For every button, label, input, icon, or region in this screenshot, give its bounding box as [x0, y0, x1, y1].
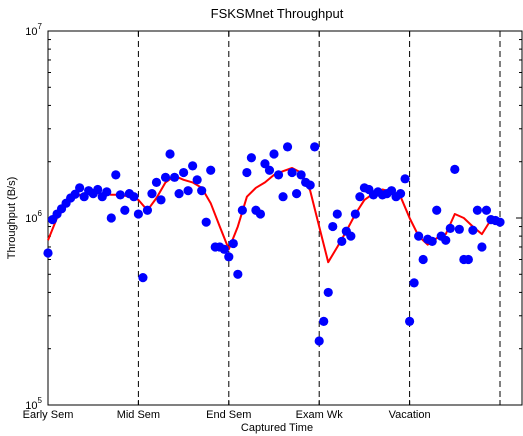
data-point — [395, 189, 406, 199]
data-point — [305, 180, 315, 190]
data-point — [237, 205, 247, 215]
data-point — [400, 174, 410, 184]
x-axis-label: Captured Time — [241, 422, 313, 434]
data-point — [70, 189, 80, 199]
data-point — [260, 159, 270, 169]
plot-frame — [47, 30, 523, 406]
data-point — [197, 186, 207, 196]
data-point — [183, 186, 193, 196]
data-point — [219, 244, 229, 254]
data-point — [147, 189, 157, 199]
data-point — [477, 242, 487, 252]
data-point — [332, 209, 342, 219]
data-point — [418, 254, 428, 265]
data-point — [160, 172, 171, 182]
data-point — [414, 231, 424, 241]
x-tick-label-4: Vacation — [389, 409, 431, 421]
moving-average-line-group — [47, 167, 501, 264]
data-point — [472, 205, 482, 215]
data-point — [441, 235, 451, 245]
moving-average-line — [47, 167, 501, 264]
data-point — [246, 153, 256, 163]
data-point — [468, 225, 478, 235]
data-point — [93, 184, 103, 195]
data-point — [43, 248, 53, 258]
data-point — [346, 231, 356, 241]
y-tick-label-1: 106 — [25, 209, 42, 225]
y-tick-label-0: 105 — [25, 396, 42, 412]
y-axis-label: Throughput (B/s) — [6, 177, 18, 260]
data-point — [323, 287, 333, 298]
data-point — [282, 142, 293, 152]
data-point — [350, 209, 360, 219]
data-point — [228, 238, 238, 249]
data-point — [278, 192, 288, 202]
data-point — [165, 149, 175, 159]
data-point — [427, 236, 437, 246]
data-point — [133, 209, 143, 219]
y-axis-ticks: 105 106 107 — [25, 22, 522, 412]
data-point — [151, 177, 162, 188]
data-point — [495, 217, 505, 227]
data-point — [75, 183, 85, 193]
data-point — [287, 167, 297, 178]
data-point — [337, 236, 347, 246]
data-point — [111, 170, 121, 180]
throughput-points-group — [43, 142, 505, 346]
data-point — [201, 217, 211, 227]
data-point — [269, 149, 279, 159]
data-point — [242, 167, 252, 178]
x-tick-label-0: Early Sem — [23, 409, 74, 421]
data-point — [255, 209, 266, 219]
data-point — [192, 175, 202, 185]
data-point — [138, 273, 148, 283]
data-point — [296, 170, 306, 180]
data-point — [319, 316, 329, 326]
data-point — [264, 165, 275, 175]
chart-title: FSKSMnet Throughput — [211, 6, 344, 21]
data-point — [106, 213, 116, 223]
data-point — [142, 205, 153, 215]
data-point — [355, 192, 365, 202]
period-boundaries — [137, 31, 501, 405]
x-tick-label-3: Exam Wk — [296, 409, 344, 421]
data-point — [463, 254, 473, 265]
data-point — [432, 205, 442, 215]
x-tick-label-2: End Sem — [206, 409, 251, 421]
y-tick-label-2: 107 — [25, 22, 42, 38]
data-point — [115, 190, 125, 200]
data-point — [188, 161, 198, 171]
data-point — [310, 142, 320, 152]
data-point — [224, 252, 234, 262]
data-point — [102, 187, 112, 197]
data-point — [174, 189, 184, 199]
data-point — [314, 336, 324, 346]
data-point — [169, 172, 180, 182]
x-axis-ticks: Early Sem Mid Sem End Sem Exam Wk Vacation — [23, 31, 501, 421]
data-point — [481, 205, 492, 215]
data-point — [454, 224, 464, 234]
data-point — [206, 165, 216, 175]
data-point — [233, 269, 243, 279]
data-point — [409, 278, 419, 288]
data-point — [179, 167, 189, 178]
data-point — [129, 192, 139, 202]
data-point — [405, 316, 415, 326]
data-point — [328, 221, 338, 232]
data-point — [445, 223, 455, 233]
data-point — [450, 164, 460, 174]
data-point — [120, 205, 130, 215]
data-point — [273, 170, 284, 180]
data-point — [292, 189, 302, 199]
data-point — [156, 195, 166, 205]
x-tick-label-1: Mid Sem — [117, 409, 160, 421]
